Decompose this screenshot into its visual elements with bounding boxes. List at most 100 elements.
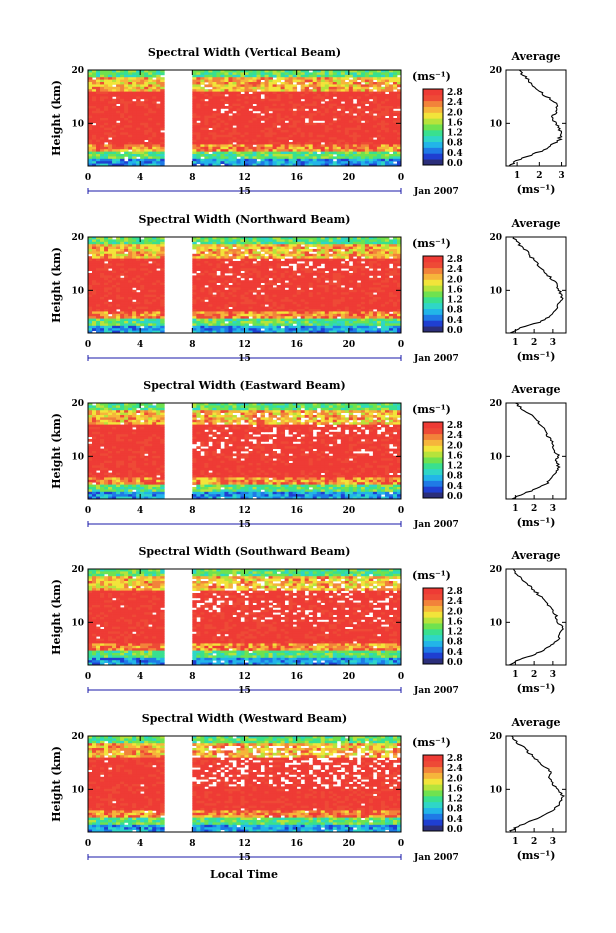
heatmap-cell bbox=[144, 77, 148, 80]
heatmap-cell bbox=[337, 323, 341, 326]
heatmap-cell bbox=[116, 254, 120, 257]
heatmap-cell bbox=[220, 287, 224, 290]
heatmap-cell bbox=[112, 244, 116, 247]
heatmap-cell bbox=[104, 290, 108, 293]
heatmap-cell bbox=[333, 290, 337, 293]
heatmap-cell bbox=[136, 149, 140, 152]
heatmap-cell bbox=[377, 96, 381, 99]
heatmap-cell bbox=[385, 104, 389, 107]
heatmap-cell bbox=[309, 113, 313, 116]
heatmap-cell bbox=[204, 106, 208, 109]
heatmap-cell bbox=[156, 106, 160, 109]
heatmap-cell bbox=[257, 280, 261, 283]
heatmap-cell bbox=[285, 323, 289, 326]
heatmap-cell bbox=[281, 247, 285, 250]
heatmap-cell bbox=[361, 135, 365, 138]
heatmap-cell bbox=[92, 299, 96, 302]
heatmap-cell bbox=[341, 292, 345, 295]
heatmap-cell bbox=[365, 84, 369, 87]
heatmap-cell bbox=[393, 87, 397, 90]
heatmap-cell bbox=[349, 87, 353, 90]
heatmap-cell bbox=[297, 271, 301, 274]
heatmap-cell bbox=[317, 259, 321, 262]
heatmap-cell bbox=[249, 311, 253, 314]
heatmap-cell bbox=[281, 299, 285, 302]
heatmap-cell bbox=[224, 311, 228, 314]
heatmap-cell bbox=[313, 249, 317, 252]
heatmap-cell bbox=[228, 72, 232, 75]
heatmap-cell bbox=[228, 149, 232, 152]
heatmap-cell bbox=[277, 108, 281, 111]
heatmap-cell bbox=[329, 278, 333, 281]
heatmap-cell bbox=[88, 89, 92, 92]
heatmap-cell bbox=[249, 142, 253, 145]
heatmap-cell bbox=[144, 130, 148, 133]
heatmap-cell bbox=[120, 89, 124, 92]
heatmap-cell bbox=[329, 292, 333, 295]
heatmap-cell bbox=[301, 321, 305, 324]
heatmap-cell bbox=[301, 316, 305, 319]
heatmap-cell bbox=[240, 147, 244, 150]
heatmap-cell bbox=[160, 142, 164, 145]
heatmap-cell bbox=[100, 128, 104, 131]
heatmap-cell bbox=[309, 80, 313, 83]
heatmap-cell bbox=[192, 142, 196, 145]
heatmap-cell bbox=[333, 273, 337, 276]
heatmap-cell bbox=[269, 144, 273, 147]
heatmap-cell bbox=[220, 239, 224, 242]
heatmap-cell bbox=[160, 82, 164, 85]
heatmap-cell bbox=[393, 113, 397, 116]
heatmap-cell bbox=[88, 120, 92, 123]
heatmap-cell bbox=[132, 94, 136, 97]
heatmap-cell bbox=[325, 72, 329, 75]
heatmap-cell bbox=[124, 154, 128, 157]
heatmap-cell bbox=[112, 292, 116, 295]
heatmap-cell bbox=[204, 152, 208, 155]
heatmap-cell bbox=[124, 75, 128, 78]
heatmap-cell bbox=[377, 137, 381, 140]
heatmap-cell bbox=[160, 254, 164, 257]
heatmap-cell bbox=[277, 314, 281, 317]
heatmap-cell bbox=[257, 244, 261, 247]
heatmap-cell bbox=[116, 302, 120, 305]
heatmap-cell bbox=[269, 72, 273, 75]
heatmap-cell bbox=[236, 271, 240, 274]
heatmap-cell bbox=[381, 77, 385, 80]
heatmap-cell bbox=[120, 290, 124, 293]
heatmap-cell bbox=[293, 130, 297, 133]
heatmap-cell bbox=[96, 89, 100, 92]
heatmap-cell bbox=[156, 96, 160, 99]
heatmap-cell bbox=[92, 309, 96, 312]
heatmap-cell bbox=[293, 283, 297, 286]
heatmap-cell bbox=[136, 249, 140, 252]
heatmap-cell bbox=[104, 152, 108, 155]
heatmap-cell bbox=[136, 82, 140, 85]
heatmap-cell bbox=[285, 125, 289, 128]
heatmap-cell bbox=[245, 316, 249, 319]
heatmap-cell bbox=[216, 321, 220, 324]
colorbar-swatch bbox=[423, 89, 443, 95]
heatmap-cell bbox=[116, 140, 120, 143]
heatmap-cell bbox=[281, 142, 285, 145]
heatmap-cell bbox=[228, 278, 232, 281]
heatmap-cell bbox=[152, 307, 156, 310]
heatmap-cell bbox=[301, 287, 305, 290]
heatmap-cell bbox=[112, 275, 116, 278]
heatmap-cell bbox=[88, 295, 92, 298]
heatmap-cell bbox=[257, 307, 261, 310]
heatmap-cell bbox=[313, 96, 317, 99]
heatmap-cell bbox=[309, 77, 313, 80]
heatmap-cell bbox=[301, 285, 305, 288]
heatmap-cell bbox=[349, 92, 353, 95]
heatmap-cell bbox=[112, 142, 116, 145]
heatmap-cell bbox=[120, 94, 124, 97]
heatmap-cell bbox=[301, 292, 305, 295]
heatmap-cell bbox=[116, 75, 120, 78]
heatmap-cell bbox=[345, 135, 349, 138]
heatmap-cell bbox=[385, 130, 389, 133]
heatmap-cell bbox=[317, 314, 321, 317]
colorbar-swatch bbox=[423, 107, 443, 113]
heatmap-cell bbox=[289, 116, 293, 119]
heatmap-cell bbox=[389, 144, 393, 147]
heatmap-cell bbox=[281, 130, 285, 133]
